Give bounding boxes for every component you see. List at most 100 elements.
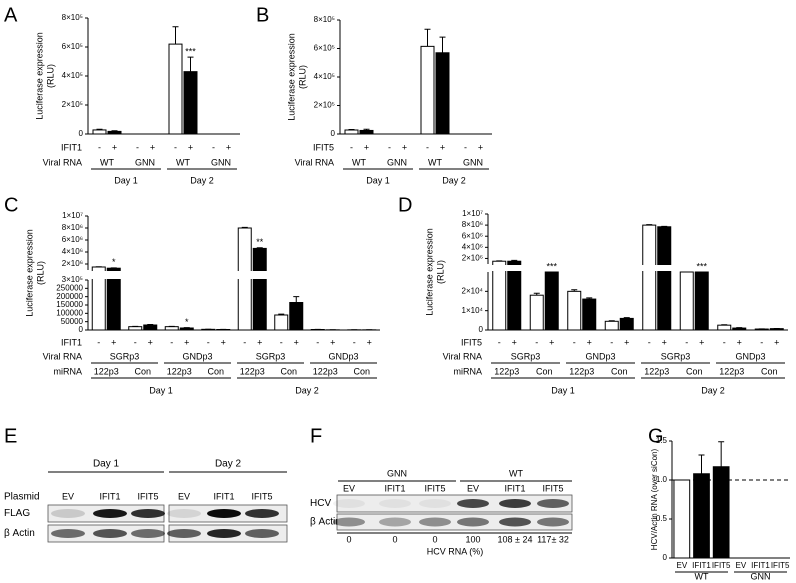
quantity: 0 <box>392 534 397 544</box>
y-tick-label: 0 <box>663 553 668 562</box>
y-tick-label: 1.5 <box>656 436 668 445</box>
significance: *** <box>546 261 557 271</box>
treatment-sign: - <box>170 337 173 347</box>
category-label: 122p3 <box>494 366 519 376</box>
y-tick-label: 6×10⁵ <box>62 42 83 51</box>
treatment-sign: + <box>367 337 372 347</box>
band <box>457 517 489 527</box>
row-label: Viral RNA <box>295 157 334 167</box>
y-tick-label: 6×10⁶ <box>462 231 483 240</box>
band <box>379 499 411 508</box>
bar <box>107 130 122 135</box>
category-label: Con <box>280 366 297 376</box>
band <box>51 509 85 518</box>
quantity: 117± 32 <box>537 534 569 544</box>
y-tick-label: 8×10⁵ <box>314 15 335 24</box>
treatment-sign: + <box>150 142 155 152</box>
treatment-sign: + <box>624 337 629 347</box>
bar <box>717 324 732 331</box>
axis-break <box>489 265 789 271</box>
y-tick-label: 50000 <box>61 317 84 326</box>
group-label: SGRp3 <box>511 351 541 361</box>
treatment-sign: - <box>464 142 467 152</box>
treatment-sign: + <box>478 142 483 152</box>
panel-letter: B <box>256 4 269 26</box>
bar <box>507 260 522 331</box>
error-bar <box>172 26 179 45</box>
bar <box>164 326 179 331</box>
panel-letter: G <box>648 425 664 447</box>
category-label: 122p3 <box>569 366 594 376</box>
band <box>131 509 165 518</box>
group-label: SGRp3 <box>661 351 691 361</box>
category-label: IFIT5 <box>771 561 790 570</box>
blot <box>336 513 573 531</box>
band <box>457 499 489 508</box>
bar <box>694 271 709 331</box>
band <box>499 517 531 527</box>
row-label: IFIT1 <box>61 142 82 152</box>
row-label: IFIT5 <box>461 337 482 347</box>
category-label: IFIT1 <box>751 561 770 570</box>
group-label: GNDp3 <box>182 351 212 361</box>
treatment-sign: - <box>610 337 613 347</box>
band <box>537 499 569 508</box>
band <box>93 509 127 518</box>
error-bar <box>533 292 540 296</box>
y-axis-label: HCV/Actin RNA (over siCon) <box>650 448 659 550</box>
category-label: IFIT5 <box>712 561 731 570</box>
y-tick-label: 2×10⁶ <box>462 254 483 263</box>
y-tick-label: 1.0 <box>656 475 668 484</box>
category-label: EV <box>735 561 746 570</box>
y-axis-label: (RLU) <box>297 65 307 89</box>
error-bar <box>439 36 446 53</box>
row-label: IFIT1 <box>61 337 82 347</box>
error-bar <box>293 296 300 303</box>
band <box>245 529 279 538</box>
treatment-sign: + <box>587 337 592 347</box>
bar <box>168 43 183 135</box>
y-axis-label: Luciferase expression <box>24 229 34 317</box>
group-label: GNDp3 <box>585 351 615 361</box>
day-label: Day 1 <box>366 175 390 185</box>
treatment-sign: + <box>402 142 407 152</box>
category-label: WT <box>176 157 190 167</box>
band <box>207 509 241 518</box>
category-label: GNN <box>135 157 155 167</box>
day-label: WT <box>695 571 709 581</box>
day-label: Day 2 <box>190 175 214 185</box>
bar <box>435 52 450 135</box>
bar <box>529 294 544 331</box>
category-label: 122p3 <box>94 366 119 376</box>
treatment-sign: - <box>723 337 726 347</box>
treatment-sign: + <box>549 337 554 347</box>
treatment-sign: - <box>207 337 210 347</box>
treatment-sign: - <box>97 337 100 347</box>
y-axis-label: Luciferase expression <box>34 32 44 120</box>
category-label: WT <box>428 157 442 167</box>
bar <box>732 327 747 331</box>
band <box>167 509 201 518</box>
category-label: WT <box>352 157 366 167</box>
lane-label: IFIT1 <box>384 483 405 493</box>
category-label: WT <box>100 157 114 167</box>
row-label: Viral RNA <box>43 157 82 167</box>
panel-letter: C <box>4 194 18 216</box>
treatment-sign: + <box>330 337 335 347</box>
panel-letter: E <box>4 425 17 447</box>
treatment-sign: - <box>212 142 215 152</box>
error-bar <box>698 454 705 474</box>
bar <box>183 71 198 135</box>
y-tick-label: 0 <box>79 325 84 334</box>
row-label: Viral RNA <box>43 351 82 361</box>
x-axis-label: HCV RNA (%) <box>427 546 484 556</box>
significance: *** <box>696 261 707 271</box>
y-tick-label: 0 <box>331 129 336 138</box>
bar <box>642 224 657 331</box>
bar <box>693 473 710 559</box>
lane-label: IFIT1 <box>504 483 525 493</box>
category-label: 122p3 <box>719 366 744 376</box>
significance: ** <box>256 237 264 247</box>
treatment-sign: - <box>426 142 429 152</box>
band <box>167 529 201 538</box>
